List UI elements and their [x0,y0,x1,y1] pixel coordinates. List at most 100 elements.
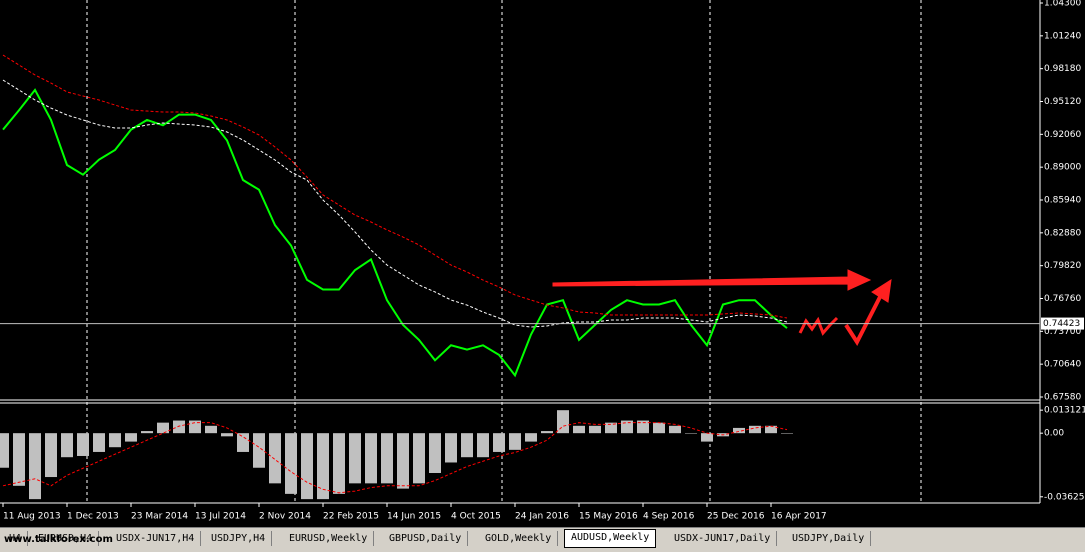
histogram-bar [653,422,665,434]
y-tick-label: 0.79820 [1044,261,1081,271]
y-tick-label: 0.76760 [1044,294,1081,304]
histogram-bar [749,425,761,434]
histogram-bar [29,433,41,500]
y-tick-label: 0.73700 [1044,327,1081,337]
y-tick-label: 0.95120 [1044,97,1081,107]
y-tick-label: 0.89000 [1044,163,1081,173]
histogram-bar [525,433,537,442]
histogram-bar [445,433,457,463]
arrow-up-head [871,279,892,303]
arrow-up-line [844,292,884,346]
histogram-bar [733,427,745,434]
y-tick-label: 0.92060 [1044,130,1081,140]
y-tick-label: 0.013121 [1044,406,1085,416]
x-tick-label: 23 Mar 2014 [131,512,188,522]
histogram-bar [189,420,201,434]
y-tick-label: 0.70640 [1044,360,1081,370]
histogram-bar [685,433,697,434]
chart: 1.04300 1.01240 0.98180 0.95120 0.92060 0.890… [0,0,1085,522]
histogram-bar [589,425,601,434]
y-tick-label: 0.67580 [1044,392,1081,402]
x-tick-label: 16 Apr 2017 [771,512,827,522]
watermark: www.talkforex.com [4,534,113,545]
histogram-bar [13,433,25,486]
histogram-bar [413,433,425,484]
y-tick-label: 0.00 [1044,429,1064,439]
histogram-bar [557,410,569,434]
histogram-bar [237,433,249,452]
x-tick-label: 11 Aug 2013 [3,512,61,522]
histogram-bar [317,433,329,500]
histogram-bar [221,433,233,437]
histogram-bar [157,422,169,434]
y-tick-label: 0.82880 [1044,228,1081,238]
histogram-bar [573,425,585,434]
histogram-bar [205,425,217,434]
tab[interactable]: USDX-JUN17,Daily [668,531,778,546]
histogram-bar [461,433,473,458]
y-tick-label: -0.036258 [1044,492,1085,502]
histogram-bar [45,433,57,478]
x-tick-label: 25 Dec 2016 [707,512,765,522]
histogram-bar [493,433,505,452]
x-tick-label: 1 Dec 2013 [67,512,119,522]
x-tick-label: 24 Jan 2016 [515,512,569,522]
histogram-bar [605,422,617,434]
indicator-line [2,54,788,319]
x-tick-label: 22 Feb 2015 [323,512,379,522]
tab[interactable]: EURUSD,Weekly [283,531,375,546]
tab[interactable]: AUDUSD,Weekly [564,529,657,548]
histogram-bar [333,433,345,494]
y-tick-label: 1.04300 [1044,0,1081,9]
x-tick-label: 15 May 2016 [579,512,638,522]
histogram-bar [125,433,137,442]
tab[interactable]: USDJPY,H4 [205,531,273,546]
histogram-bar [61,433,73,458]
tab[interactable]: GBPUSD,Daily [383,531,469,546]
histogram-bar [141,431,153,434]
x-tick-label: 13 Jul 2014 [195,512,246,522]
histogram-bar [93,433,105,452]
histogram-bar [109,433,121,448]
histogram-bar [285,433,297,494]
tab[interactable]: USDJPY,Daily [786,531,872,546]
x-tick-label: 2 Nov 2014 [259,512,311,522]
current-price-label: 0.74423 [1043,319,1080,329]
histogram-bar [381,433,393,484]
y-tick-label: 0.98180 [1044,64,1081,74]
current-price-box [1041,317,1084,330]
annotations [552,269,892,346]
x-tick-label: 14 Jun 2015 [387,512,441,522]
indicator-line [2,79,788,328]
histogram-bar [781,433,793,434]
histogram-bar [0,433,9,468]
histogram-bar [701,433,713,442]
y-tick-label: 1.01240 [1044,31,1081,41]
tab-bar: H4 EURUSD,H4 USDX-JUN17,H4 USDJPY,H4 EURUSD,… [0,527,1085,552]
histogram-bar [349,433,361,484]
x-tick-label: 4 Oct 2015 [451,512,501,522]
y-tick-label: 0.85940 [1044,196,1081,206]
indicator-line [2,422,788,494]
x-tick-label: 4 Sep 2016 [643,512,695,522]
histogram-bar [77,433,89,456]
arrow-right [552,269,872,291]
histogram-bar [173,420,185,434]
histogram-bar [397,433,409,489]
histogram-bar [269,433,281,484]
histogram-bar [637,420,649,434]
tab[interactable]: USDX-JUN17,H4 [110,531,202,546]
histogram-bar [253,433,265,468]
tab[interactable]: EURUSD,H4 [32,531,100,546]
histogram-bar [541,431,553,434]
tab[interactable]: GOLD,Weekly [479,531,559,546]
histogram-bar [429,433,441,473]
histogram-bar [365,433,377,484]
zigzag [798,316,839,336]
histogram-bar [509,433,521,450]
price-line [2,88,788,378]
histogram-bar [669,425,681,434]
histogram-bar [765,425,777,434]
tab[interactable]: H4 [3,531,29,546]
